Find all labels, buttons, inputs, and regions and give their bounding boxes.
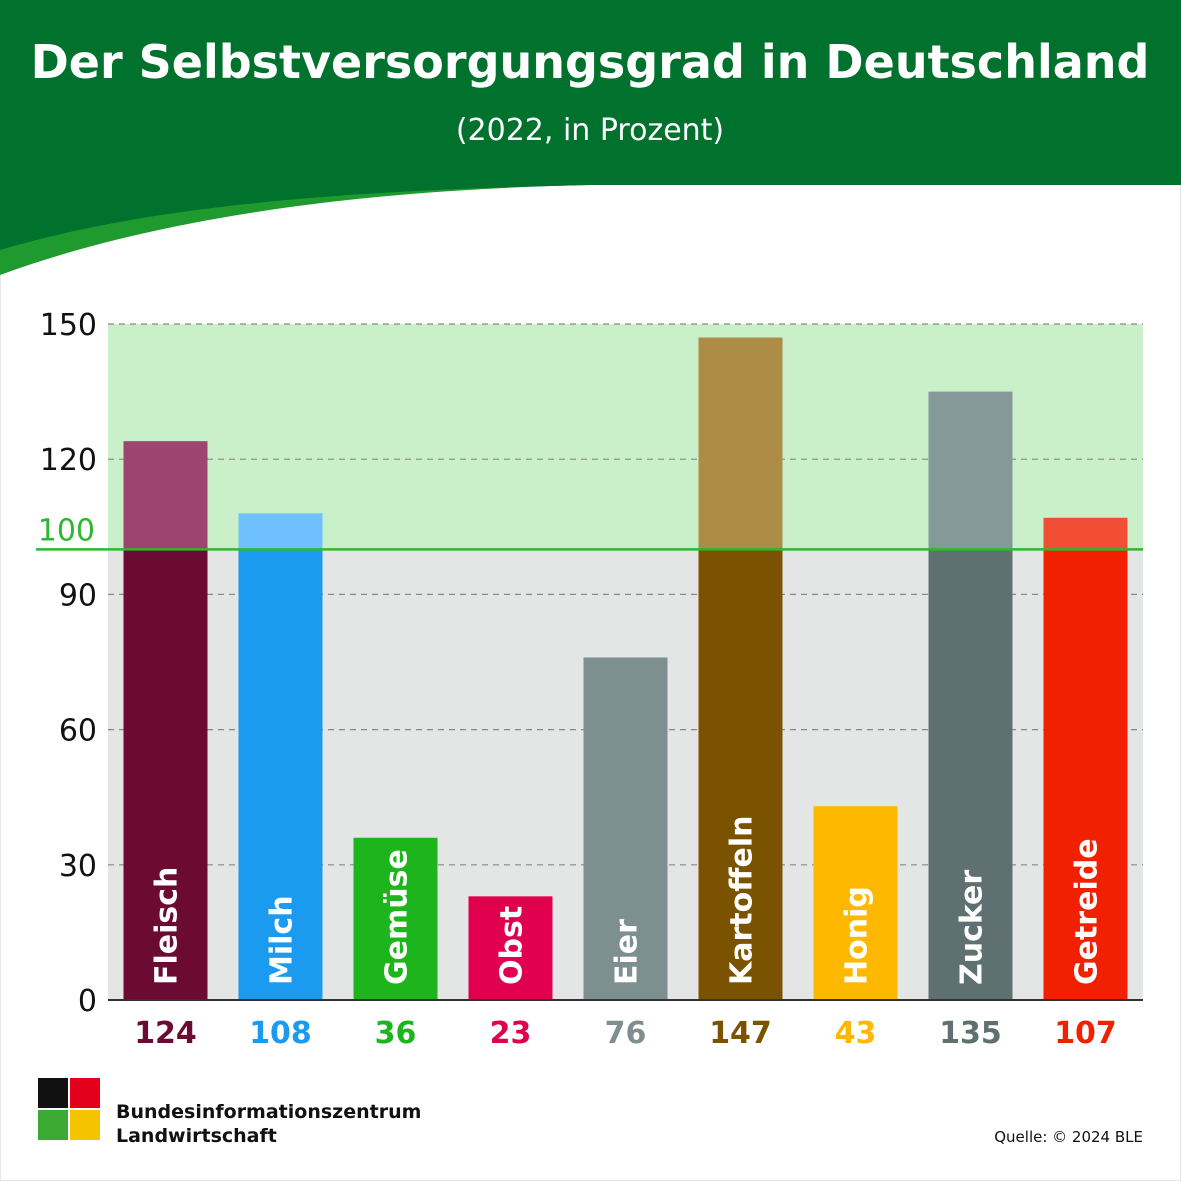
bar-above-reference (1043, 517, 1128, 550)
source: Quelle: © 2024 BLE (994, 1128, 1143, 1146)
publisher-line: Landwirtschaft (116, 1125, 277, 1147)
header-swoosh-top (0, 185, 590, 250)
category-label: Eier (610, 919, 645, 985)
value-label: 43 (835, 1016, 877, 1051)
logo-square (70, 1078, 100, 1108)
bar (238, 549, 323, 1000)
category-label: Obst (495, 906, 530, 985)
y-tick-label: 150 (40, 308, 97, 343)
logo-square (38, 1078, 68, 1108)
y-tick-label: 90 (59, 578, 97, 613)
bar-above-reference (928, 391, 1013, 550)
plot-area: 0 30 60 90 120 150 Fleisch 124 Milch 108 Gemüse 36 O… (36, 308, 1143, 1051)
value-label: 147 (709, 1016, 772, 1051)
category-label: Fleisch (150, 867, 185, 985)
header-band (0, 0, 1181, 185)
bar (353, 837, 438, 1000)
bar (928, 549, 1013, 1000)
bar (698, 549, 783, 1000)
value-label: 107 (1054, 1016, 1117, 1051)
bar (1043, 549, 1128, 1000)
bar (813, 806, 898, 1000)
value-label: 108 (249, 1016, 312, 1051)
value-label: 36 (375, 1016, 417, 1051)
category-label: Zucker (955, 870, 990, 985)
category-label: Kartoffeln (725, 815, 760, 985)
logo-square (38, 1110, 68, 1140)
chart-title: Der Selbstversorgungsgrad in Deutschland (31, 35, 1150, 89)
y-tick-label: 30 (59, 849, 97, 884)
logo (38, 1078, 100, 1140)
reference-label: 100 (38, 513, 95, 548)
logo-square (70, 1110, 100, 1140)
value-label: 76 (605, 1016, 647, 1051)
value-label: 135 (939, 1016, 1002, 1051)
bar (468, 896, 553, 1000)
category-label: Gemüse (380, 849, 415, 985)
bar-above-reference (238, 513, 323, 550)
category-label: Honig (840, 886, 875, 985)
publisher-line: Bundesinformationszentrum (116, 1101, 421, 1123)
bar (123, 549, 208, 1000)
category-label: Getreide (1070, 838, 1105, 985)
y-tick-label: 60 (59, 714, 97, 749)
category-label: Milch (265, 895, 300, 985)
value-label: 23 (490, 1016, 532, 1051)
bar-above-reference (123, 441, 208, 550)
chart-subtitle: (2022, in Prozent) (456, 113, 724, 148)
y-tick-label: 0 (78, 984, 97, 1019)
value-label: 124 (134, 1016, 197, 1051)
y-tick-label: 120 (40, 443, 97, 478)
bar (583, 657, 668, 1000)
bar-above-reference (698, 337, 783, 550)
